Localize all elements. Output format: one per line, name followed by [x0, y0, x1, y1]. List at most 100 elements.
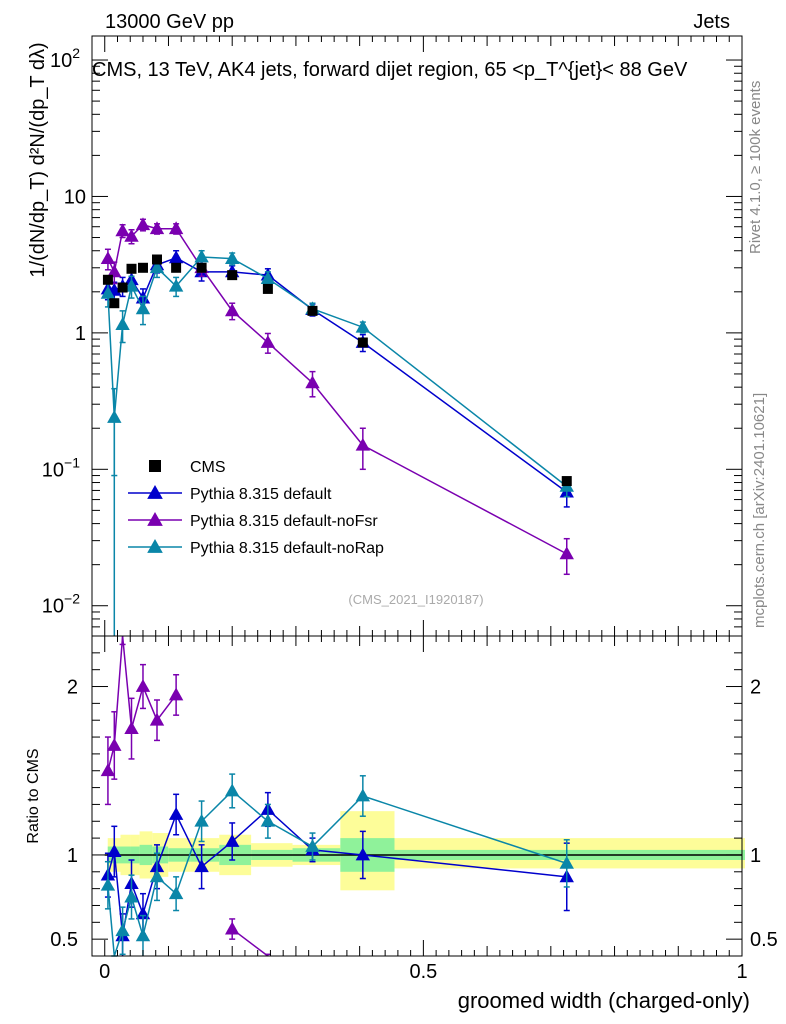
ratio-tick-label: 0.5: [50, 929, 78, 951]
ratio-marker-noFsr: [168, 687, 184, 701]
marker-noFsr: [559, 546, 574, 560]
cms-data-point: [117, 282, 128, 293]
x-axis-label: groomed width (charged-only): [458, 988, 750, 1013]
x-axis-ticks: 0 0.5 1: [99, 36, 748, 983]
marker-noFsr: [115, 223, 130, 237]
ratio-panel: 0.5 0.5 1 1 2 2: [50, 635, 778, 957]
marker-noFsr: [260, 335, 276, 348]
legend-label-noRap: Pythia 8.315 default-noRap: [190, 540, 384, 557]
cms-data-point: [307, 305, 318, 316]
cms-data-point: [109, 298, 120, 309]
ratio-marker-default: [168, 807, 184, 820]
marker-noRap: [115, 317, 130, 330]
main-data-marks: [100, 217, 574, 636]
marker-noRap: [168, 278, 184, 292]
marker-noFsr: [355, 437, 371, 451]
ratio-marker-noRap: [559, 855, 574, 869]
marker-noFsr: [149, 221, 165, 235]
ratio-marker-noRap: [224, 783, 240, 797]
series-line-noFsr: [107, 223, 568, 555]
main-axis-ticks: 10−2 10−1 1 10 102: [42, 45, 742, 637]
legend-marker-noFsr: [147, 511, 163, 526]
marker-noFsr: [107, 264, 122, 278]
ratio-axis-label: Ratio to CMS: [25, 748, 42, 843]
header-left-label: 13000 GeV pp: [105, 11, 234, 33]
marker-noFsr: [305, 375, 320, 389]
ratio-marker-noFsr: [107, 738, 122, 751]
marker-noFsr: [124, 228, 139, 242]
marker-noRap: [124, 278, 139, 292]
cms-data-point: [152, 254, 162, 265]
legend-label-default: Pythia 8.315 default: [190, 486, 332, 503]
cms-data-point: [171, 262, 182, 273]
y-tick-label: 10−1: [42, 454, 80, 481]
marker-noRap: [224, 251, 240, 265]
cms-data-point: [262, 283, 273, 294]
ratio-marker-noRap: [260, 813, 276, 827]
ratio-marker-noRap: [168, 886, 184, 900]
legend-marker-default: [147, 484, 163, 499]
y-axis-label: 1/(dN/dp_T) d²N/(dp_T dλ): [27, 42, 49, 277]
legend-label-cms: CMS: [190, 459, 226, 476]
ratio-tick-label: 2: [750, 677, 761, 699]
ratio-marker-noFsr: [224, 921, 240, 935]
x-tick-label: 0: [99, 961, 110, 983]
marker-noRap: [100, 285, 116, 299]
legend-entry-noRap: Pythia 8.315 default-noRap: [128, 538, 384, 557]
ratio-marker-noRap: [149, 869, 165, 883]
ratio-axis-ticks: 0.5 0.5 1 1 2 2: [50, 635, 778, 957]
ratio-marker-noRap: [355, 788, 371, 802]
rivet-version-label: Rivet 4.1.0, ≥ 100k events: [747, 81, 764, 254]
ratio-marker-noFsr: [124, 721, 139, 735]
cms-data-point: [227, 270, 238, 281]
legend-entry-cms: CMS: [149, 459, 226, 476]
ratio-data-marks: [100, 635, 574, 957]
cms-data-point: [102, 274, 113, 285]
ratio-marker-noRap: [305, 839, 320, 852]
legend-entry-noFsr: Pythia 8.315 default-noFsr: [128, 511, 378, 530]
ratio-marker-default: [194, 859, 209, 873]
y-tick-label: 10−2: [42, 591, 80, 618]
ratio-marker-default: [107, 844, 122, 857]
ratio-tick-label: 1: [750, 845, 761, 867]
marker-noRap: [107, 409, 122, 423]
x-tick-label: 1: [736, 961, 747, 983]
ratio-marker-noRap: [115, 923, 130, 937]
ratio-marker-default: [224, 834, 240, 847]
cms-data-point: [126, 263, 137, 274]
marker-noFsr: [168, 221, 184, 235]
legend-marker-cms: [149, 460, 161, 472]
marker-noRap: [260, 271, 276, 284]
marker-noRap: [149, 260, 165, 274]
ratio-marker-noFsr: [135, 679, 151, 692]
marker-noRap: [355, 319, 371, 333]
header-right-label: Jets: [693, 11, 730, 33]
marker-noRap: [135, 301, 151, 315]
ratio-marker-noRap: [194, 813, 209, 827]
legend: CMS Pythia 8.315 default Pythia 8.315 defa…: [128, 459, 384, 557]
legend-entry-default: Pythia 8.315 default: [128, 484, 332, 503]
mcplots-label: mcplots.cern.ch [arXiv:2401.10621]: [751, 393, 768, 628]
marker-noRap: [194, 249, 209, 263]
analysis-watermark: (CMS_2021_I1920187): [348, 592, 483, 607]
cms-data-point: [137, 262, 148, 273]
chart-title: CMS, 13 TeV, AK4 jets, forward dijet reg…: [92, 59, 688, 81]
marker-default: [168, 250, 184, 264]
y-tick-label: 10: [64, 186, 86, 208]
ratio-marker-noRap: [124, 889, 139, 903]
cms-data-point: [561, 476, 572, 487]
ratio-tick-label: 1: [67, 845, 78, 867]
cms-data-point: [196, 262, 207, 273]
legend-label-noFsr: Pythia 8.315 default-noFsr: [190, 513, 378, 530]
ratio-marker-noFsr: [100, 763, 116, 777]
marker-noFsr: [100, 251, 116, 265]
ratio-tick-label: 0.5: [750, 929, 778, 951]
ratio-marker-noFsr: [149, 712, 165, 726]
ratio-marker-noRap: [135, 928, 151, 942]
ratio-frame: [91, 635, 743, 957]
ratio-marker-default: [355, 847, 371, 861]
ratio-marker-noRap: [100, 877, 116, 891]
ratio-marker-default: [135, 906, 151, 920]
y-tick-label: 102: [50, 45, 80, 72]
